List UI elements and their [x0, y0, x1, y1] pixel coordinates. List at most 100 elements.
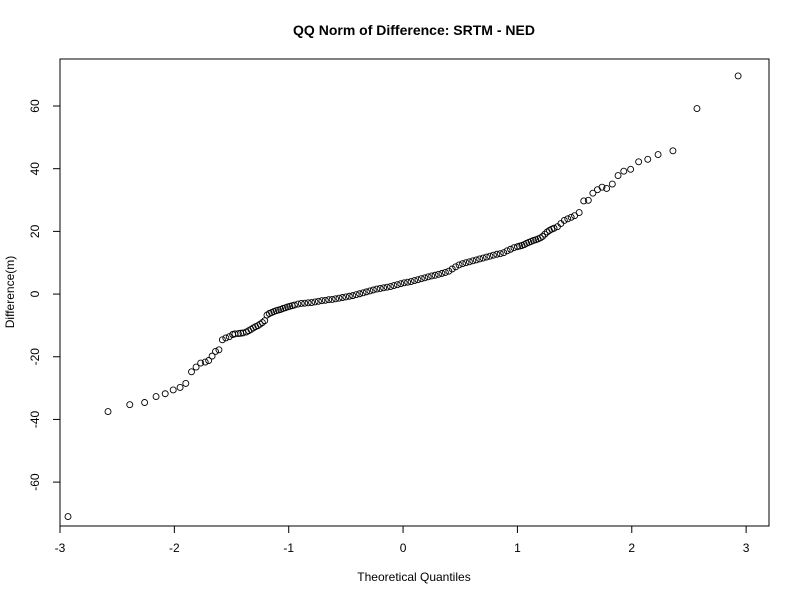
- data-point: [314, 297, 322, 305]
- data-point: [294, 300, 302, 308]
- data-point: [493, 250, 501, 258]
- data-point: [462, 259, 470, 267]
- y-tick-label: 60: [28, 99, 42, 113]
- data-point: [356, 290, 364, 298]
- chart-title: QQ Norm of Difference: SRTM - NED: [293, 22, 535, 38]
- data-point: [197, 359, 205, 367]
- x-tick-label: -1: [283, 541, 294, 555]
- x-tick-label: -2: [169, 541, 180, 555]
- data-point: [414, 276, 422, 284]
- y-tick-label: -60: [28, 473, 42, 491]
- data-point: [575, 209, 583, 217]
- data-point: [608, 180, 616, 188]
- y-tick-label: -40: [28, 410, 42, 428]
- data-point: [438, 269, 446, 277]
- data-point: [448, 265, 456, 273]
- data-point: [507, 245, 515, 253]
- data-point: [479, 254, 487, 262]
- data-point: [598, 183, 606, 191]
- data-point: [342, 293, 350, 301]
- data-point: [560, 216, 568, 224]
- data-point: [589, 189, 597, 197]
- data-point: [567, 213, 575, 221]
- x-tick-label: 0: [400, 541, 407, 555]
- data-point: [104, 408, 112, 416]
- data-point: [734, 72, 742, 80]
- data-point: [304, 299, 312, 307]
- x-axis: -3 -2 -1 0 1 2 3: [55, 525, 750, 555]
- y-tick-label: -20: [28, 348, 42, 366]
- data-point: [318, 297, 326, 305]
- data-point: [503, 247, 511, 255]
- data-point: [328, 295, 336, 303]
- data-point: [452, 263, 460, 271]
- data-point: [234, 330, 242, 338]
- data-point: [301, 299, 309, 307]
- data-point: [325, 296, 333, 304]
- data-point: [373, 285, 381, 293]
- data-point: [366, 287, 374, 295]
- x-axis-label: Theoretical Quantiles: [357, 570, 470, 584]
- data-point: [332, 295, 340, 303]
- data-point: [380, 284, 388, 292]
- data-point: [376, 284, 384, 292]
- data-point: [455, 261, 463, 269]
- data-point: [64, 513, 72, 521]
- data-point: [539, 232, 547, 240]
- data-point: [208, 352, 216, 360]
- data-point: [654, 151, 662, 159]
- y-axis: -60 -40 -20 0 20 40 60: [28, 99, 61, 491]
- data-point: [407, 278, 415, 285]
- data-point: [483, 253, 490, 261]
- data-point: [212, 347, 219, 355]
- x-tick-label: 3: [743, 541, 750, 555]
- data-point: [176, 384, 184, 391]
- data-point: [564, 215, 572, 223]
- data-point: [297, 300, 305, 307]
- data-point: [404, 278, 412, 286]
- data-point: [417, 275, 425, 283]
- data-point: [435, 270, 442, 278]
- data-point: [182, 379, 190, 387]
- data-point: [215, 346, 223, 354]
- data-point: [421, 274, 429, 282]
- data-point: [669, 147, 677, 155]
- data-point: [411, 277, 418, 285]
- data-point: [201, 358, 209, 366]
- data-point: [161, 390, 169, 398]
- data-point: [363, 288, 370, 296]
- data-point: [205, 357, 213, 364]
- data-point: [225, 333, 233, 341]
- data-point: [603, 184, 611, 192]
- data-point: [431, 271, 439, 279]
- data-point: [465, 258, 473, 266]
- data-point: [614, 172, 622, 180]
- data-point: [541, 230, 549, 238]
- data-point: [584, 196, 592, 204]
- data-point: [390, 282, 398, 290]
- data-point: [261, 317, 269, 325]
- data-point: [693, 105, 701, 112]
- data-point: [218, 336, 226, 344]
- data-point: [239, 329, 247, 337]
- x-tick-label: -3: [55, 541, 66, 555]
- data-point: [352, 291, 360, 299]
- data-point: [397, 280, 405, 288]
- data-point: [644, 155, 652, 163]
- data-point: [258, 319, 266, 327]
- data-point: [459, 260, 466, 268]
- data-point: [445, 267, 453, 275]
- data-point: [169, 386, 177, 394]
- data-point: [476, 255, 484, 263]
- data-points: [64, 72, 742, 521]
- data-point: [393, 281, 401, 289]
- data-point: [620, 167, 628, 175]
- x-tick-label: 2: [628, 541, 635, 555]
- y-tick-label: 0: [28, 290, 42, 297]
- data-point: [472, 256, 480, 264]
- data-point: [428, 272, 436, 280]
- data-point: [308, 299, 316, 306]
- data-point: [496, 250, 504, 258]
- data-point: [222, 334, 230, 342]
